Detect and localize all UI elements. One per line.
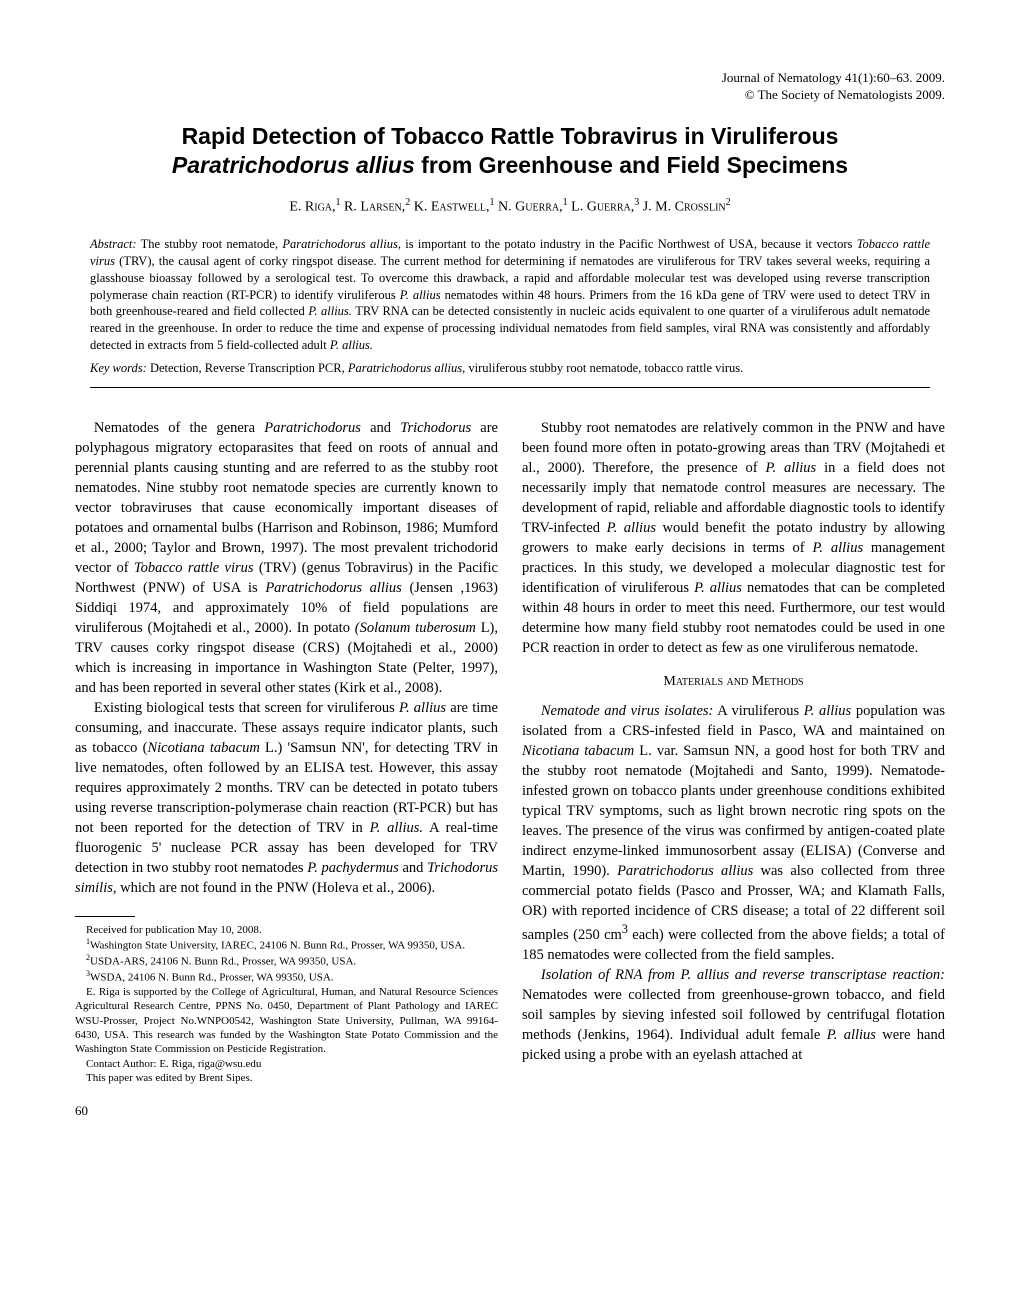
article-title: Rapid Detection of Tobacco Rattle Tobrav… xyxy=(75,122,945,180)
intro-p2: Existing biological tests that screen fo… xyxy=(75,698,498,898)
mm-p1: Nematode and virus isolates: A virulifer… xyxy=(522,701,945,965)
footnote-affil-2: 2USDA-ARS, 24106 N. Bunn Rd., Prosser, W… xyxy=(75,953,498,969)
footnote-affil-1: 1Washington State University, IAREC, 241… xyxy=(75,937,498,953)
materials-methods-heading: Materials and Methods xyxy=(522,672,945,691)
journal-copyright: © The Society of Nematologists 2009. xyxy=(745,87,945,102)
footnote-editor: This paper was edited by Brent Sipes. xyxy=(75,1071,498,1085)
journal-header: Journal of Nematology 41(1):60–63. 2009.… xyxy=(75,70,945,104)
footnotes: Received for publication May 10, 2008. 1… xyxy=(75,916,498,1085)
intro-p1: Nematodes of the genera Paratrichodorus … xyxy=(75,418,498,698)
mm-p2: Isolation of RNA from P. allius and reve… xyxy=(522,965,945,1065)
header-rule xyxy=(90,387,930,388)
abstract-label: Abstract: xyxy=(90,237,137,251)
author-list: E. Riga,1 R. Larsen,2 K. Eastwell,1 N. G… xyxy=(75,197,945,216)
footnote-contact: Contact Author: E. Riga, riga@wsu.edu xyxy=(75,1057,498,1071)
footnote-rule xyxy=(75,916,135,917)
abstract: Abstract: The stubby root nematode, Para… xyxy=(90,236,930,354)
keywords-label: Key words: xyxy=(90,361,147,375)
footnote-received: Received for publication May 10, 2008. xyxy=(75,923,498,937)
keywords: Key words: Detection, Reverse Transcript… xyxy=(90,360,930,377)
body-columns: Nematodes of the genera Paratrichodorus … xyxy=(75,418,945,1085)
footnote-support: E. Riga is supported by the College of A… xyxy=(75,985,498,1056)
footnote-affil-3: 3WSDA, 24106 N. Bunn Rd., Prosser, WA 99… xyxy=(75,969,498,985)
page-number: 60 xyxy=(75,1103,945,1119)
journal-citation: Journal of Nematology 41(1):60–63. 2009. xyxy=(722,70,945,85)
intro-p3: Stubby root nematodes are relatively com… xyxy=(522,418,945,658)
